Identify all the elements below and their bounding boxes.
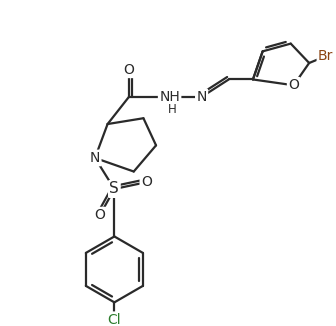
Text: N: N [90, 151, 100, 165]
Text: NH: NH [159, 90, 180, 104]
Text: Br: Br [318, 49, 333, 63]
Text: N: N [197, 90, 207, 104]
Text: Cl: Cl [108, 313, 121, 326]
Text: O: O [288, 78, 299, 92]
Text: O: O [94, 208, 105, 222]
Text: O: O [141, 175, 152, 189]
Text: O: O [123, 63, 134, 77]
Text: S: S [110, 182, 119, 197]
Text: H: H [168, 103, 177, 116]
